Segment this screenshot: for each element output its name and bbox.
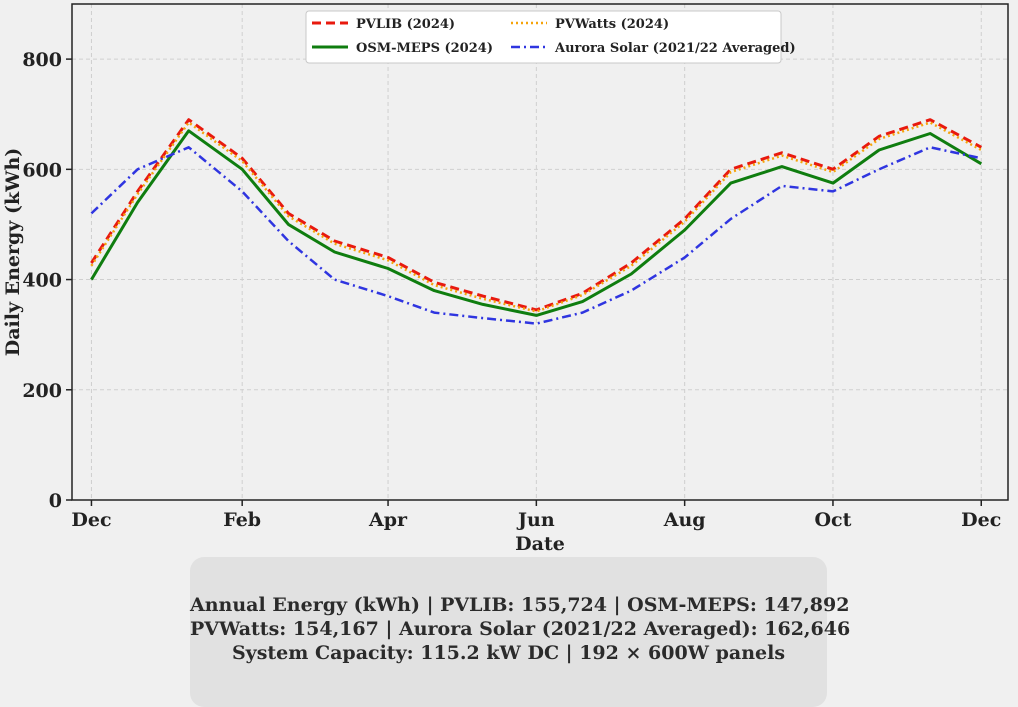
y-tick-label: 0 <box>49 490 62 512</box>
series-line <box>90 118 983 312</box>
legend-entry-label: Aurora Solar (2021/22 Averaged) <box>554 41 796 56</box>
plot-background <box>72 4 1008 500</box>
legend-entry-label: PVLIB (2024) <box>356 17 455 32</box>
legend-box <box>305 10 782 64</box>
summary-line-pvwatts-aurora: PVWatts: 154,167 | Aurora Solar (2021/22… <box>190 618 851 640</box>
x-tick-label: Aug <box>663 509 706 531</box>
x-tick-label: Apr <box>368 509 408 531</box>
x-tick-label: Dec <box>71 509 111 531</box>
series-layer <box>90 118 983 325</box>
y-tick-label: 600 <box>22 159 62 181</box>
x-tick-label: Oct <box>815 509 852 531</box>
x-tick-label: Dec <box>961 509 1001 531</box>
legend-entry-label: PVWatts (2024) <box>555 17 669 32</box>
y-tick-label: 800 <box>22 49 62 71</box>
legend-entry-label: OSM-MEPS (2024) <box>356 41 493 56</box>
axes: 0 200 400 600 800 Dec Feb Apr Jun Aug Oct Dec <box>22 49 1001 531</box>
summary-line-system-capacity: System Capacity: 115.2 kW DC | 192 × 600… <box>231 642 786 664</box>
y-tick-label: 200 <box>22 380 62 402</box>
y-tick-label: 400 <box>22 270 62 292</box>
x-tick-label: Feb <box>223 509 261 531</box>
series-line <box>90 129 983 317</box>
x-axis-label: Date <box>515 533 565 555</box>
series-line <box>90 146 982 325</box>
summary-box: Annual Energy (kWh) | PVLIB: 155,724 | O… <box>190 557 851 707</box>
x-tick-label: Jun <box>516 509 555 531</box>
plot-frame <box>71 3 1009 501</box>
y-axis-label: Daily Energy (kWh) <box>2 148 24 357</box>
summary-line-annual-energy: Annual Energy (kWh) | PVLIB: 155,724 | O… <box>190 594 850 616</box>
legend: PVLIB (2024) PVWatts (2024) OSM-MEPS (2024… <box>305 10 796 64</box>
